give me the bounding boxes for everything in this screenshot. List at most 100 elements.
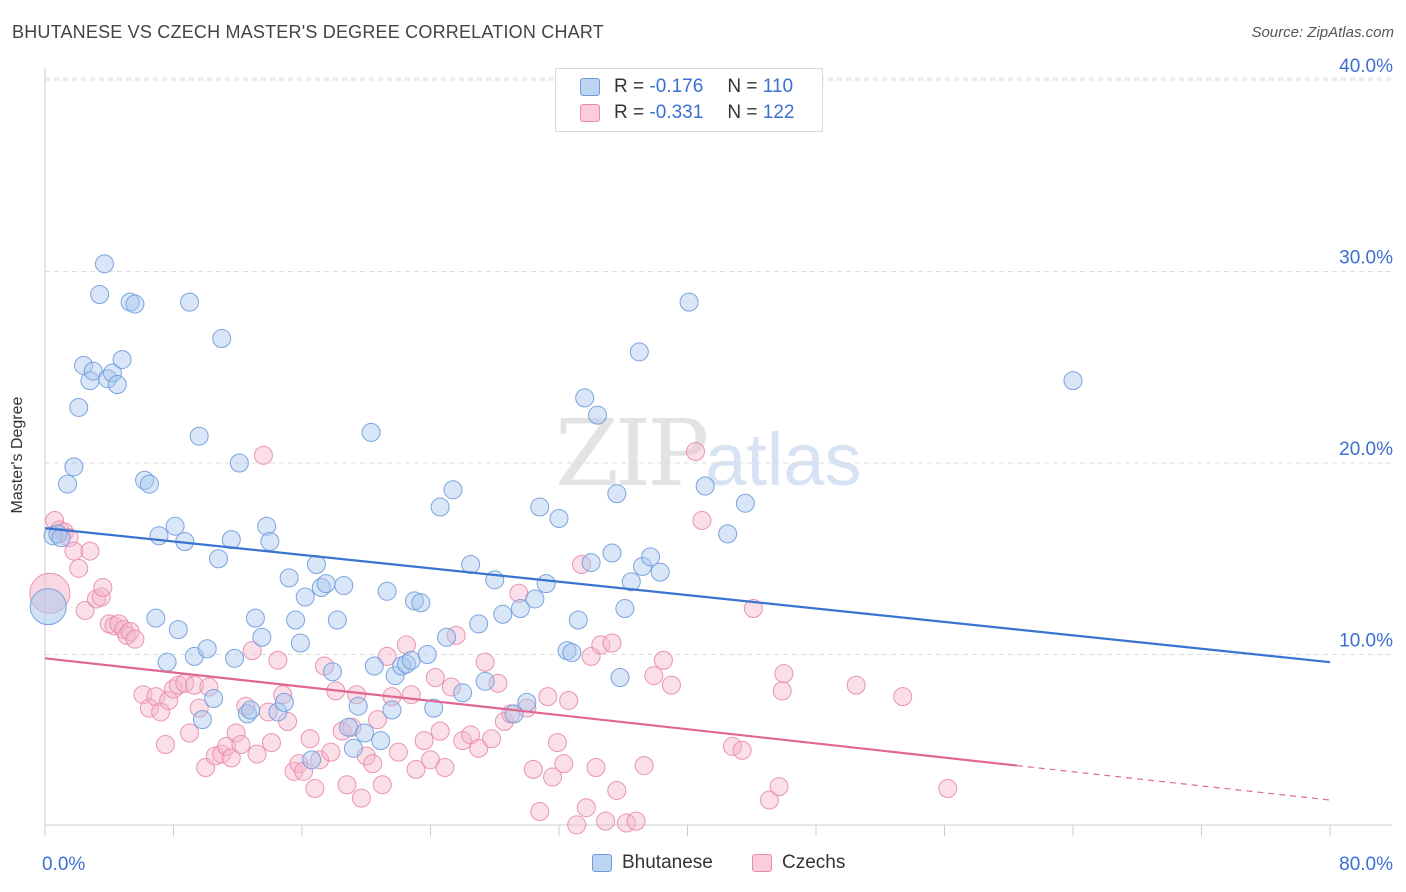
chart-title: BHUTANESE VS CZECH MASTER'S DEGREE CORRE… [12, 22, 604, 42]
legend-item-czechs[interactable]: Czechs [752, 852, 845, 874]
point-czechs [268, 650, 288, 670]
point-bhutanese [361, 422, 381, 442]
point-czechs [253, 445, 273, 465]
point-bhutanese [64, 457, 84, 477]
point-czechs [273, 685, 293, 705]
point-czechs [217, 736, 237, 756]
point-bhutanese [437, 627, 457, 647]
point-bhutanese [306, 554, 326, 574]
stats-n-label: N = [727, 102, 758, 123]
stats-row-bhutanese: R = -0.176 N = 110 [580, 75, 793, 99]
point-czechs [363, 754, 383, 774]
point-czechs [571, 554, 591, 574]
point-czechs [80, 541, 100, 561]
point-bhutanese [241, 700, 261, 720]
point-czechs [435, 757, 455, 777]
point-czechs [732, 740, 752, 760]
point-czechs [634, 756, 654, 776]
source-label: Source: ZipAtlas.com [1251, 24, 1394, 41]
point-czechs [278, 712, 298, 732]
point-bhutanese [650, 562, 670, 582]
legend-swatch-bhutanese [592, 854, 612, 872]
point-czechs [159, 690, 179, 710]
point-czechs [576, 798, 596, 818]
point-bhutanese [149, 526, 169, 546]
point-czechs [75, 600, 95, 620]
point-czechs [602, 633, 622, 653]
point-bhutanese [517, 692, 537, 712]
point-czechs [722, 736, 742, 756]
tick-labels: 10.0% 20.0% 30.0% 40.0% 0.0% 80.0% [42, 56, 1393, 875]
point-bhutanese [107, 374, 127, 394]
point-czechs [205, 746, 225, 766]
legend-label-czechs: Czechs [782, 852, 846, 873]
point-czechs [567, 815, 587, 835]
point-bhutanese [252, 627, 272, 647]
point-czechs [294, 761, 314, 781]
point-bhutanese [286, 610, 306, 630]
point-bhutanese [180, 292, 200, 312]
point-czechs [337, 775, 357, 795]
point-bhutanese [602, 543, 622, 563]
watermark-atlas: atlas [705, 418, 862, 501]
point-czechs [559, 690, 579, 710]
point-czechs [305, 779, 325, 799]
point-czechs [64, 541, 84, 561]
point-czechs [396, 635, 416, 655]
point-bhutanese [316, 574, 336, 594]
point-czechs [199, 677, 219, 697]
point-bhutanese [453, 683, 473, 703]
trend-lines [44, 527, 1331, 801]
point-bhutanese [208, 549, 228, 569]
point-czechs [93, 577, 113, 597]
point-czechs [425, 667, 445, 687]
point-czechs [242, 641, 262, 661]
point-bhutanese [90, 284, 110, 304]
stats-swatch-bhutanese [580, 78, 600, 96]
point-bhutanese [469, 614, 489, 634]
point-bhutanese [125, 294, 145, 314]
point-czechs [596, 811, 616, 831]
point-bhutanese [348, 696, 368, 716]
point-bhutanese [212, 329, 232, 349]
point-bhutanese [225, 648, 245, 668]
point-czechs [146, 687, 166, 707]
point-czechs [180, 723, 200, 743]
point-bhutanese [382, 700, 402, 720]
y-tick-label: 20.0% [1339, 439, 1393, 460]
point-bhutanese [562, 643, 582, 663]
point-bhutanese [112, 350, 132, 370]
point-bhutanese [343, 738, 363, 758]
point-bhutanese [641, 547, 661, 567]
point-czechs [155, 735, 175, 755]
point-czechs [482, 729, 502, 749]
legend-item-bhutanese[interactable]: Bhutanese [592, 852, 713, 874]
point-czechs [686, 442, 706, 462]
x-tick-label-max: 80.0% [1339, 854, 1393, 875]
point-bhutanese [629, 342, 649, 362]
point-czechs [406, 759, 426, 779]
point-bhutanese [192, 710, 212, 730]
point-bhutanese [568, 610, 588, 630]
point-bhutanese [588, 405, 608, 425]
point-bhutanese [493, 604, 513, 624]
point-bhutanese [377, 581, 397, 601]
point-czechs [475, 652, 495, 672]
point-czechs [538, 687, 558, 707]
point-bhutanese [430, 497, 450, 517]
point-bhutanese [610, 667, 630, 687]
point-bhutanese [735, 493, 755, 513]
point-czechs [261, 733, 281, 753]
point-czechs [401, 685, 421, 705]
point-bhutanese [69, 397, 89, 417]
legend-label-bhutanese: Bhutanese [622, 852, 713, 873]
point-bhutanese [102, 363, 122, 383]
point-czechs [184, 675, 204, 695]
point-czechs [125, 629, 145, 649]
trend-line-extension-czechs [1016, 764, 1331, 801]
point-czechs [139, 698, 159, 718]
point-bhutanese [581, 553, 601, 573]
point-czechs [607, 780, 627, 800]
point-bhutanese [339, 717, 359, 737]
